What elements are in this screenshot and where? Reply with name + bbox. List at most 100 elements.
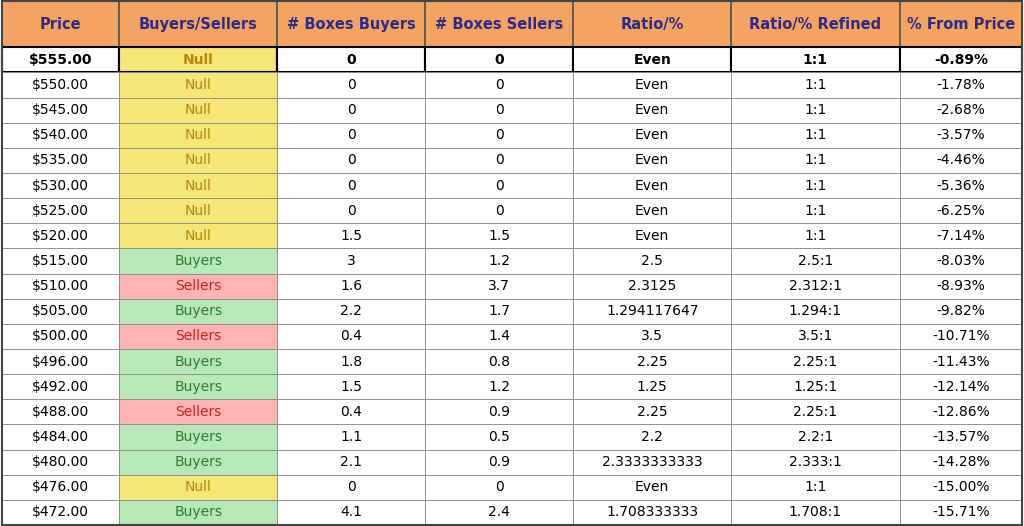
Text: 3.5:1: 3.5:1 [798, 329, 834, 343]
Text: Even: Even [635, 229, 670, 243]
Bar [573, 73, 731, 98]
Bar [731, 474, 899, 500]
Bar [731, 324, 899, 349]
Bar [278, 173, 425, 198]
Bar [120, 248, 278, 274]
Text: 1.6: 1.6 [340, 279, 362, 293]
Text: 1.2: 1.2 [488, 380, 510, 393]
Bar [278, 299, 425, 324]
Bar [425, 500, 573, 525]
Text: Ratio/% Refined: Ratio/% Refined [750, 17, 882, 32]
Bar [573, 47, 731, 73]
Bar [2, 1, 120, 47]
Bar [2, 248, 120, 274]
Text: 1.5: 1.5 [488, 229, 510, 243]
Text: $472.00: $472.00 [32, 505, 89, 519]
Text: 0: 0 [347, 480, 355, 494]
Text: -12.14%: -12.14% [932, 380, 989, 393]
Bar [2, 198, 120, 224]
Text: Even: Even [635, 128, 670, 143]
Text: $476.00: $476.00 [32, 480, 89, 494]
Bar [2, 374, 120, 399]
Text: Buyers/Sellers: Buyers/Sellers [139, 17, 258, 32]
Bar [425, 399, 573, 424]
Text: 2.3333333333: 2.3333333333 [602, 455, 702, 469]
Text: -4.46%: -4.46% [936, 154, 985, 167]
Text: Buyers: Buyers [174, 254, 222, 268]
Text: 0.9: 0.9 [488, 455, 510, 469]
Bar [731, 500, 899, 525]
Text: Even: Even [635, 154, 670, 167]
Bar [731, 374, 899, 399]
Bar [120, 299, 278, 324]
Text: 2.2:1: 2.2:1 [798, 430, 834, 444]
Text: -15.00%: -15.00% [932, 480, 989, 494]
Bar [120, 349, 278, 374]
Bar [120, 1, 278, 47]
Text: 0: 0 [347, 128, 355, 143]
Bar [899, 123, 1022, 148]
Text: Buyers: Buyers [174, 455, 222, 469]
Text: $525.00: $525.00 [32, 204, 89, 218]
Text: -9.82%: -9.82% [936, 304, 985, 318]
Text: # Boxes Sellers: # Boxes Sellers [435, 17, 563, 32]
Bar [425, 224, 573, 248]
Bar [278, 248, 425, 274]
Text: -13.57%: -13.57% [932, 430, 989, 444]
Text: Even: Even [635, 179, 670, 193]
Text: 2.25: 2.25 [637, 405, 668, 419]
Bar [2, 47, 120, 73]
Text: Buyers: Buyers [174, 505, 222, 519]
Text: -12.86%: -12.86% [932, 405, 989, 419]
Text: 3.5: 3.5 [641, 329, 664, 343]
Text: 0: 0 [495, 53, 504, 67]
Text: Price: Price [40, 17, 82, 32]
Bar [731, 148, 899, 173]
Bar [2, 324, 120, 349]
Bar [120, 500, 278, 525]
Bar [731, 98, 899, 123]
Bar [278, 123, 425, 148]
Bar [899, 98, 1022, 123]
Bar [899, 173, 1022, 198]
Bar [425, 424, 573, 450]
Bar [278, 274, 425, 299]
Bar [573, 374, 731, 399]
Text: -11.43%: -11.43% [932, 355, 989, 369]
Text: 0: 0 [495, 179, 504, 193]
Bar [2, 424, 120, 450]
Text: -2.68%: -2.68% [936, 103, 985, 117]
Bar [573, 474, 731, 500]
Bar [731, 224, 899, 248]
Bar [899, 148, 1022, 173]
Text: $545.00: $545.00 [32, 103, 89, 117]
Text: Buyers: Buyers [174, 355, 222, 369]
Bar [425, 148, 573, 173]
Bar [120, 424, 278, 450]
Text: 1.4: 1.4 [488, 329, 510, 343]
Text: 1:1: 1:1 [803, 53, 828, 67]
Bar [573, 148, 731, 173]
Text: -14.28%: -14.28% [932, 455, 989, 469]
Text: Even: Even [635, 78, 670, 92]
Bar [2, 148, 120, 173]
Bar [573, 450, 731, 474]
Bar [425, 248, 573, 274]
Bar [120, 173, 278, 198]
Bar [2, 399, 120, 424]
Text: 1.5: 1.5 [340, 380, 362, 393]
Text: Null: Null [185, 154, 212, 167]
Bar [573, 198, 731, 224]
Text: 0: 0 [347, 179, 355, 193]
Bar [2, 274, 120, 299]
Text: Sellers: Sellers [175, 405, 221, 419]
Text: $492.00: $492.00 [32, 380, 89, 393]
Text: Null: Null [185, 128, 212, 143]
Text: Sellers: Sellers [175, 279, 221, 293]
Text: 1.8: 1.8 [340, 355, 362, 369]
Bar [120, 450, 278, 474]
Bar [573, 224, 731, 248]
Text: 0.8: 0.8 [488, 355, 510, 369]
Text: -8.03%: -8.03% [936, 254, 985, 268]
Text: 1.1: 1.1 [340, 430, 362, 444]
